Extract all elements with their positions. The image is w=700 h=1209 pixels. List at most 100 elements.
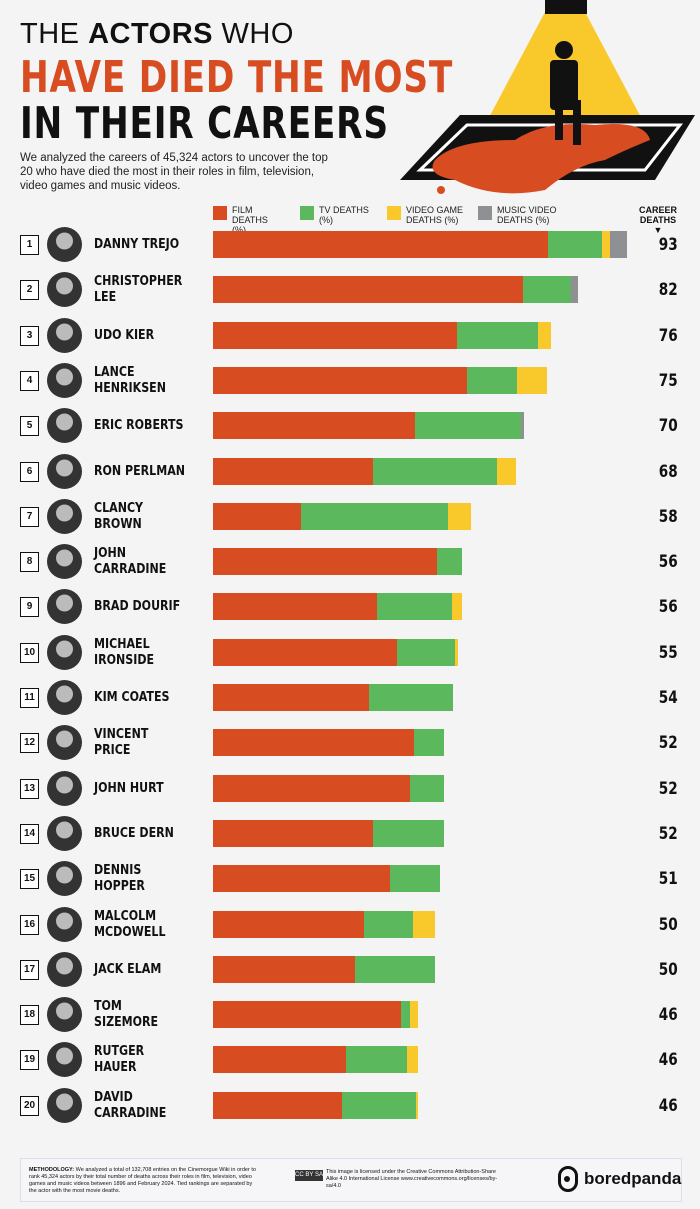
film-segment bbox=[213, 276, 524, 304]
boredpanda-logo[interactable]: boredpanda bbox=[558, 1166, 681, 1192]
title-line-1: THE ACTORS WHO bbox=[20, 18, 294, 51]
career-deaths-label: CAREER DEATHS bbox=[638, 205, 677, 225]
film-segment bbox=[213, 865, 391, 893]
film-segment bbox=[213, 366, 467, 394]
career-deaths-value: 46 bbox=[659, 1095, 678, 1116]
career-deaths-value: 46 bbox=[659, 1005, 678, 1026]
rank-badge: 2 bbox=[20, 280, 39, 301]
legend-label: FILM DEATHS (%) bbox=[232, 205, 268, 235]
video-game-segment bbox=[537, 321, 552, 349]
chart-row: 19 RUTGER HAUER 46 bbox=[0, 1038, 700, 1082]
stacked-bar bbox=[213, 638, 458, 666]
actor-name: CHRISTOPHER LEE bbox=[94, 274, 183, 306]
career-deaths-value: 52 bbox=[659, 733, 678, 754]
legend-label: MUSIC VIDEO DEATHS (%) bbox=[497, 205, 557, 225]
career-deaths-value: 55 bbox=[659, 642, 678, 663]
actor-avatar bbox=[47, 544, 82, 580]
career-deaths-value: 68 bbox=[659, 461, 678, 482]
career-deaths-value: 93 bbox=[659, 235, 678, 255]
career-deaths-value: 56 bbox=[659, 552, 678, 573]
stacked-bar bbox=[213, 684, 454, 711]
video-game-segment bbox=[497, 457, 516, 485]
chart-row: 12 VINCENT PRICE 52 bbox=[0, 721, 700, 765]
video-game-segment bbox=[413, 910, 436, 938]
tv-segment bbox=[401, 1001, 410, 1029]
music-video-segment bbox=[521, 412, 525, 440]
rank-badge: 15 bbox=[20, 869, 39, 890]
chart-row: 8 JOHN CARRADINE 56 bbox=[0, 540, 700, 584]
chart-row: 1 DANNY TREJO 93 bbox=[0, 223, 700, 267]
career-deaths-value: 58 bbox=[659, 506, 678, 527]
actor-avatar bbox=[47, 362, 82, 398]
tv-segment bbox=[409, 774, 445, 802]
license-text: This image is licensed under the Creativ… bbox=[326, 1169, 498, 1189]
tv-segment bbox=[341, 1091, 416, 1119]
rank-badge: 14 bbox=[20, 823, 39, 844]
film-segment bbox=[213, 457, 374, 485]
actor-name: MALCOLM MCDOWELL bbox=[94, 908, 166, 940]
video-game-segment bbox=[516, 366, 547, 394]
legend-swatch-music-video bbox=[478, 206, 492, 220]
legend-video-game: VIDEO GAME DEATHS (%) bbox=[387, 205, 468, 225]
career-deaths-value: 54 bbox=[659, 688, 678, 708]
rank-badge: 13 bbox=[20, 778, 39, 799]
actor-name: MICHAEL IRONSIDE bbox=[94, 636, 155, 668]
actor-avatar bbox=[47, 906, 82, 942]
stacked-bar bbox=[213, 593, 463, 621]
rank-badge: 6 bbox=[20, 461, 39, 482]
video-game-segment bbox=[447, 502, 472, 530]
chart-row: 7 CLANCY BROWN 58 bbox=[0, 495, 700, 539]
career-deaths-value: 51 bbox=[659, 869, 678, 890]
methodology-text: We analyzed a total of 132,708 entries o… bbox=[29, 1167, 256, 1194]
actor-avatar bbox=[47, 317, 82, 353]
career-deaths-header: CAREER DEATHS ▼ bbox=[636, 205, 680, 235]
actor-avatar bbox=[47, 498, 82, 534]
chart-row: 11 KIM COATES 54 bbox=[0, 676, 700, 720]
actor-avatar bbox=[47, 1087, 82, 1123]
film-segment bbox=[213, 910, 365, 938]
legend-film: FILM DEATHS (%) bbox=[213, 205, 284, 235]
legend-tv: TV DEATHS (%) bbox=[300, 205, 371, 225]
chart-row: 9 BRAD DOURIF 56 bbox=[0, 585, 700, 629]
career-deaths-value: 50 bbox=[659, 959, 678, 980]
chart-row: 15 DENNIS HOPPER 51 bbox=[0, 857, 700, 901]
actor-name: CLANCY BROWN bbox=[94, 500, 144, 532]
rank-badge: 12 bbox=[20, 733, 39, 754]
stacked-bar bbox=[213, 774, 445, 802]
legend-swatch-video-game bbox=[387, 206, 401, 220]
film-segment bbox=[213, 1091, 342, 1119]
actor-avatar bbox=[47, 589, 82, 625]
rank-badge: 11 bbox=[20, 688, 39, 708]
stacked-bar bbox=[213, 412, 525, 440]
rank-badge: 1 bbox=[20, 235, 39, 255]
actor-name: LANCE HENRIKSEN bbox=[94, 364, 166, 396]
tv-segment bbox=[437, 548, 463, 576]
music-video-segment bbox=[610, 231, 627, 258]
rank-badge: 10 bbox=[20, 642, 39, 663]
film-segment bbox=[213, 774, 410, 802]
actor-name: JACK ELAM bbox=[94, 961, 162, 977]
film-segment bbox=[213, 1046, 347, 1074]
actor-name: DANNY TREJO bbox=[94, 237, 180, 252]
tv-segment bbox=[396, 638, 456, 666]
stacked-bar bbox=[213, 276, 578, 304]
legend-swatch-tv bbox=[300, 206, 314, 220]
video-game-segment bbox=[602, 231, 611, 258]
chart-row: 6 RON PERLMAN 68 bbox=[0, 450, 700, 494]
rank-badge: 9 bbox=[20, 597, 39, 618]
tv-segment bbox=[466, 366, 517, 394]
rank-badge: 18 bbox=[20, 1005, 39, 1026]
stacked-bar bbox=[213, 1001, 418, 1029]
career-deaths-value: 56 bbox=[659, 597, 678, 618]
rank-badge: 16 bbox=[20, 914, 39, 935]
career-deaths-value: 50 bbox=[659, 914, 678, 935]
actor-avatar bbox=[47, 815, 82, 851]
actor-avatar bbox=[47, 725, 82, 761]
tv-segment bbox=[523, 276, 571, 304]
film-segment bbox=[213, 729, 415, 757]
chart-row: 2 CHRISTOPHER LEE 82 bbox=[0, 268, 700, 312]
actor-name: RON PERLMAN bbox=[94, 463, 185, 479]
actor-name: VINCENT PRICE bbox=[94, 727, 149, 759]
actor-avatar bbox=[47, 634, 82, 670]
crime-scene-illustration bbox=[400, 0, 695, 194]
